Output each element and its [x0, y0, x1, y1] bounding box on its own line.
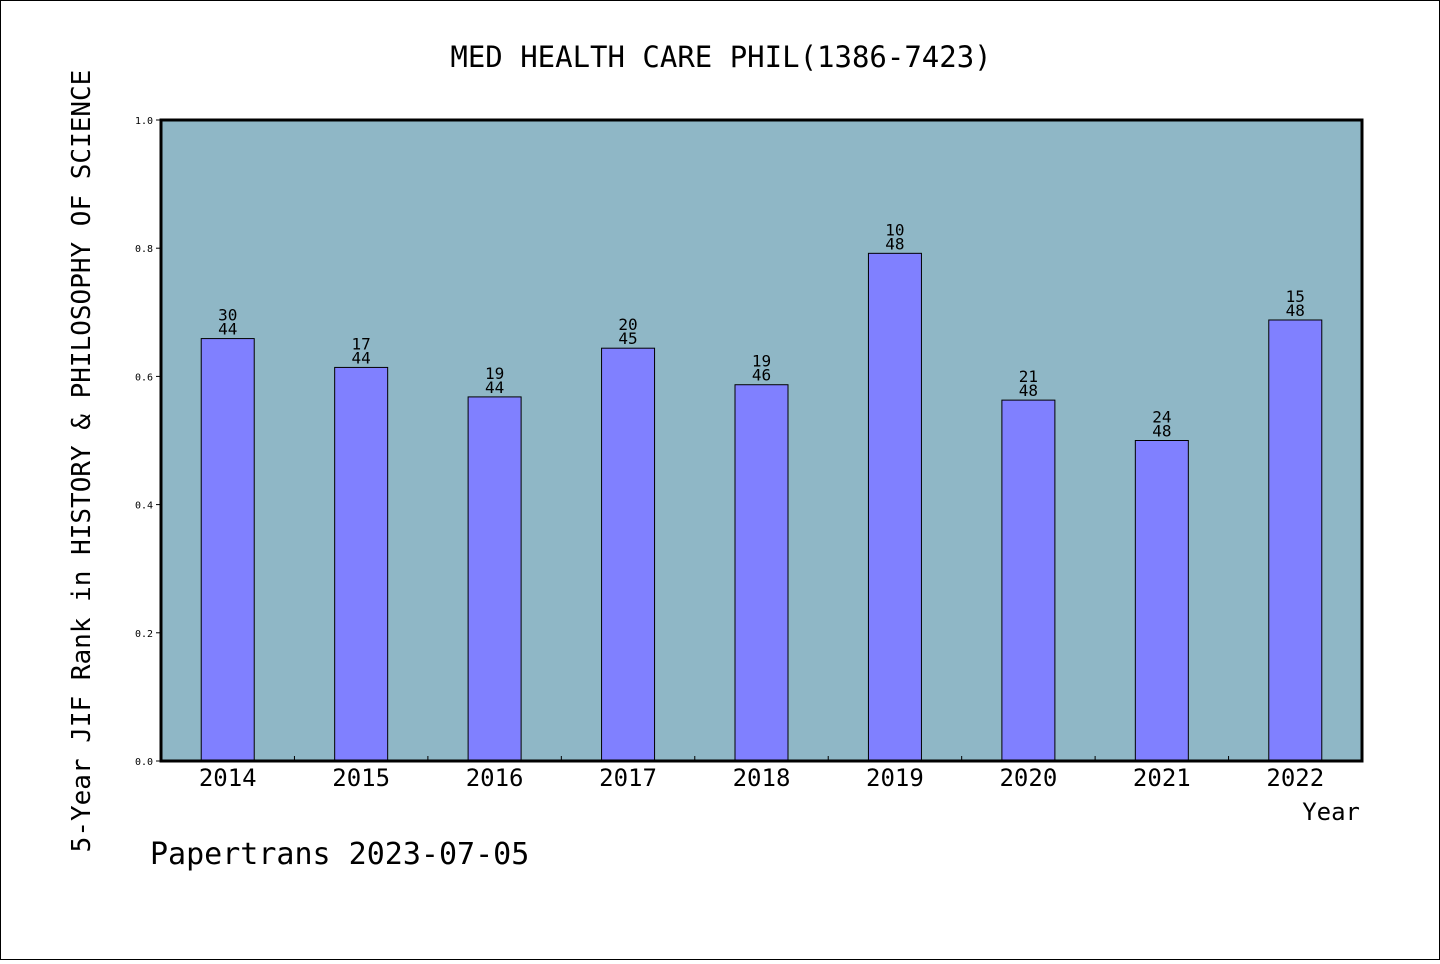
bar-2020: [1001, 399, 1056, 762]
bars: [200, 252, 1323, 762]
x-axis-ticks: 2014 2015 2016 2017 2018 2019 2020 2021 2022: [199, 756, 1324, 792]
bar-label-total: 48: [1152, 422, 1171, 441]
y-axis-label: 5-Year JIF Rank in HISTORY & PHILOSOPHY …: [67, 70, 97, 853]
bar-label-rank: 21: [1019, 367, 1038, 386]
bar-label-total: 46: [752, 366, 771, 385]
bar-2021: [1134, 440, 1189, 762]
y-tick-label: 0.8: [135, 244, 153, 255]
y-tick-label: 0.0: [135, 757, 153, 768]
y-tick-label: 0.6: [135, 372, 153, 383]
y-tick-label: 0.4: [135, 501, 153, 512]
footer-credit: Papertrans 2023-07-05: [150, 837, 529, 872]
bar-label-rank: 24: [1152, 408, 1171, 427]
bar-label-rank: 20: [618, 315, 637, 334]
x-tick-label: 2014: [199, 764, 257, 792]
x-axis-label: Year: [1302, 798, 1360, 826]
bar-2014: [200, 338, 255, 762]
bar-label-rank: 17: [352, 334, 371, 353]
x-tick-label: 2016: [466, 764, 524, 792]
x-tick-label: 2015: [332, 764, 390, 792]
x-tick-label: 2017: [599, 764, 657, 792]
bar-label-total: 48: [885, 234, 904, 253]
x-tick-label: 2020: [999, 764, 1057, 792]
x-tick-label: 2019: [866, 764, 924, 792]
y-tick-label: 1.0: [135, 116, 153, 127]
x-tick-label: 2018: [733, 764, 791, 792]
chart-title: MED HEALTH CARE PHIL(1386-7423): [450, 40, 991, 74]
bar-label-rank: 19: [752, 352, 771, 371]
bar-label-rank: 19: [485, 364, 504, 383]
y-tick-label: 0.2: [135, 629, 153, 640]
bar-2017: [601, 347, 656, 762]
bar-label-total: 48: [1286, 301, 1305, 320]
bar-2015: [334, 366, 389, 762]
bar-2018: [734, 384, 789, 762]
bar-label-total: 45: [618, 329, 637, 348]
x-tick-label: 2021: [1133, 764, 1191, 792]
bar-2022: [1268, 319, 1323, 762]
bar-2016: [467, 396, 522, 762]
bar-label-rank: 10: [885, 220, 904, 239]
bar-label-total: 44: [218, 320, 237, 339]
bar-label-total: 48: [1019, 381, 1038, 400]
bar-label-rank: 30: [218, 306, 237, 325]
bar-label-total: 44: [352, 348, 371, 367]
bar-label-rank: 15: [1286, 287, 1305, 306]
y-axis-ticks: 0.0 0.2 0.4 0.6 0.8 1.0: [135, 116, 161, 768]
x-tick-label: 2022: [1266, 764, 1324, 792]
bar-label-total: 44: [485, 378, 504, 397]
bar-2019: [867, 252, 922, 762]
plot-border: [159, 118, 1364, 763]
